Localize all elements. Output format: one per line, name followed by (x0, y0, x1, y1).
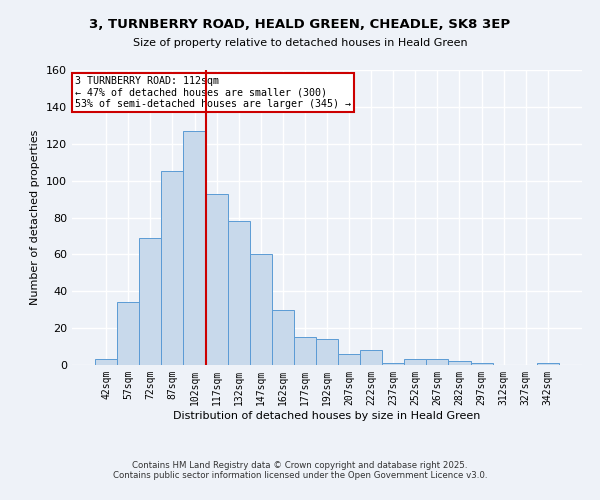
Bar (360, 350, 382, 365)
X-axis label: Distribution of detached houses by size in Heald Green: Distribution of detached houses by size … (173, 410, 481, 420)
Text: Size of property relative to detached houses in Heald Green: Size of property relative to detached ho… (133, 38, 467, 48)
Bar (404, 360, 427, 365)
Y-axis label: Number of detached properties: Number of detached properties (31, 130, 40, 305)
Bar (448, 362, 470, 365)
Bar (95, 360, 117, 365)
Bar (272, 310, 294, 365)
Bar (338, 354, 360, 365)
Text: 3 TURNBERRY ROAD: 112sqm
← 47% of detached houses are smaller (300)
53% of semi-: 3 TURNBERRY ROAD: 112sqm ← 47% of detach… (74, 76, 350, 109)
Bar (537, 363, 559, 365)
Bar (117, 302, 139, 365)
Bar (206, 194, 227, 365)
Bar (139, 238, 161, 365)
Text: 3, TURNBERRY ROAD, HEALD GREEN, CHEADLE, SK8 3EP: 3, TURNBERRY ROAD, HEALD GREEN, CHEADLE,… (89, 18, 511, 30)
Bar (382, 363, 404, 365)
Bar (470, 363, 493, 365)
Text: Contains HM Land Registry data © Crown copyright and database right 2025.
Contai: Contains HM Land Registry data © Crown c… (113, 460, 487, 480)
Bar (161, 172, 184, 365)
Bar (427, 360, 448, 365)
Bar (184, 131, 206, 365)
Bar (227, 221, 250, 365)
Bar (294, 338, 316, 365)
Bar (316, 339, 338, 365)
Bar (250, 254, 272, 365)
